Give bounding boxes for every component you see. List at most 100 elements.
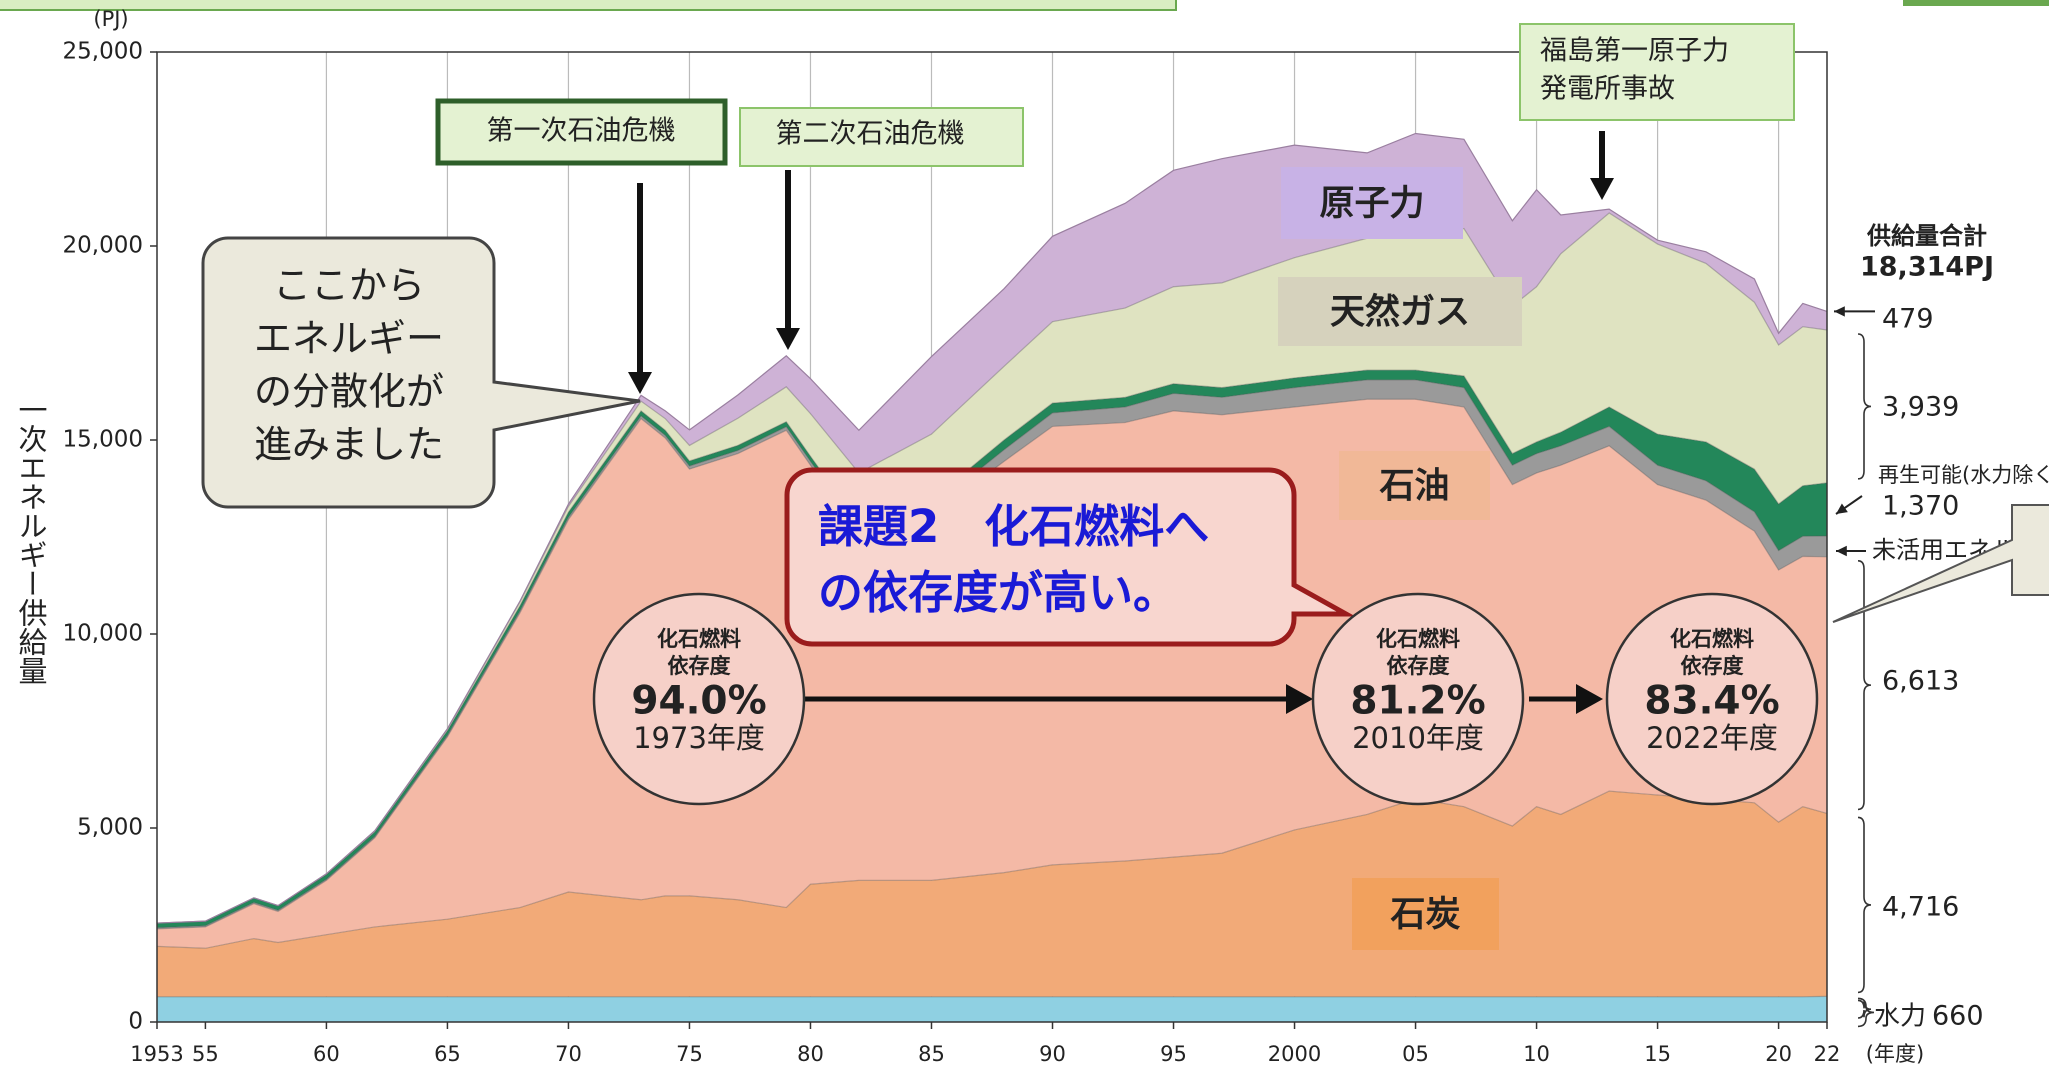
area-line xyxy=(156,379,1828,929)
area-fill xyxy=(157,996,1827,1022)
areas xyxy=(156,132,1828,1022)
right-label: 1,370 xyxy=(1882,491,1959,522)
brace xyxy=(1857,560,1872,811)
right-label: 4,716 xyxy=(1882,892,1959,923)
dependency-year: 2022年度 xyxy=(1646,721,1778,755)
trend-arrowhead xyxy=(1576,684,1603,714)
area-fill xyxy=(157,213,1827,924)
small-brace xyxy=(1857,997,1875,1028)
right-label: 6,613 xyxy=(1882,666,1959,697)
x-tick-label: 55 xyxy=(192,1042,219,1066)
callout-text: エネルギー xyxy=(254,317,444,361)
callout xyxy=(201,236,641,509)
dependency-circle xyxy=(592,592,806,806)
arrowhead xyxy=(1836,503,1848,514)
x-tick-label: 1953 xyxy=(130,1042,183,1066)
dependency-circle xyxy=(1605,592,1819,806)
right-label: 479 xyxy=(1882,304,1934,335)
area-fill xyxy=(157,399,1827,949)
dependency-year: 2010年度 xyxy=(1352,721,1484,755)
arrowhead xyxy=(1834,306,1845,317)
x-tick-label: 75 xyxy=(676,1042,703,1066)
callout-text: 進みました xyxy=(254,423,444,467)
plot-frame xyxy=(156,51,1828,1023)
right-label: 水力 xyxy=(1874,1002,1926,1032)
right-label: 3,939 xyxy=(1882,392,1959,423)
series-label: 石炭 xyxy=(1390,895,1460,935)
x-tick-label: 10 xyxy=(1523,1042,1550,1066)
event-arrowhead xyxy=(1590,178,1614,200)
event-box xyxy=(739,107,1024,167)
callout-text: の分散化が xyxy=(254,370,444,414)
callout-right xyxy=(1832,504,2049,623)
brace xyxy=(1857,999,1872,1019)
y-tick-label: 5,000 xyxy=(77,815,143,841)
series-label-box xyxy=(1281,167,1463,239)
right-label: 18,314PJ xyxy=(1860,252,1994,283)
dependency-caption: 依存度 xyxy=(1387,654,1450,678)
x-tick-label: 2000 xyxy=(1268,1042,1321,1066)
axes: 1953 55 60 65 70 75 80 85 90 95 2000 05 10 15 20 22 0 5,0… xyxy=(14,7,1924,1066)
x-tick-label: 05 xyxy=(1402,1042,1429,1066)
right-label: 供給量合計 xyxy=(1866,222,1987,250)
right-label: 660 xyxy=(1932,1001,1984,1032)
trend-arrowhead xyxy=(1286,684,1313,714)
arrowhead xyxy=(1836,545,1847,557)
event-arrowhead xyxy=(776,328,800,350)
dependency-caption: 化石燃料 xyxy=(657,627,741,651)
callout-text: ここから xyxy=(273,264,425,308)
dependency-value: 83.4% xyxy=(1644,679,1779,724)
callout-issue xyxy=(784,467,1356,647)
x-tick-label: 90 xyxy=(1039,1042,1066,1066)
callout-issue-text: の依存度が高い。 xyxy=(818,566,1178,619)
event-label: 発電所事故 xyxy=(1540,74,1675,105)
dependency-caption: 依存度 xyxy=(1681,654,1744,678)
area-line xyxy=(156,132,1828,924)
event-box xyxy=(1519,23,1795,121)
x-tick-label: 60 xyxy=(313,1042,340,1066)
header-bar xyxy=(0,0,1177,11)
series-label: 天然ガス xyxy=(1330,292,1470,333)
x-tick-label: 15 xyxy=(1644,1042,1671,1066)
brace xyxy=(1857,816,1872,994)
dependency-circle xyxy=(1311,592,1525,806)
dependency-caption: 化石燃料 xyxy=(1376,627,1460,651)
x-tick-label: 80 xyxy=(797,1042,824,1066)
series-label: 原子力 xyxy=(1319,184,1424,224)
y-axis-label: 一次エネルギー供給量 xyxy=(14,395,48,685)
y-tick-label: 0 xyxy=(128,1009,143,1035)
y-tick-label: 15,000 xyxy=(63,427,143,453)
event-label: 第二次石油危機 xyxy=(776,119,965,150)
area-line xyxy=(156,369,1828,924)
dependency-year: 1973年度 xyxy=(633,721,765,755)
x-tick-label: 65 xyxy=(434,1042,461,1066)
x-unit: (年度) xyxy=(1866,1042,1924,1066)
area-line xyxy=(156,790,1828,949)
dependency-value: 81.2% xyxy=(1350,679,1485,724)
dependency-value: 94.0% xyxy=(631,679,766,724)
y-tick-label: 25,000 xyxy=(63,39,143,65)
event-label: 福島第一原子力 xyxy=(1540,36,1729,67)
event-label: 第一次石油危機 xyxy=(487,116,676,147)
x-tick-label: 85 xyxy=(918,1042,945,1066)
x-tick-label: 22 xyxy=(1814,1042,1841,1066)
dependency-caption: 化石燃料 xyxy=(1670,627,1754,651)
series-label-box xyxy=(1339,451,1490,520)
event-arrowhead xyxy=(628,372,652,394)
event-box xyxy=(435,98,728,166)
x-tick-label: 20 xyxy=(1765,1042,1792,1066)
x-tick-label: 95 xyxy=(1160,1042,1187,1066)
series-label-box xyxy=(1352,878,1499,950)
y-unit: (PJ) xyxy=(93,7,128,31)
right-label: 再生可能(水力除く) xyxy=(1878,463,2049,487)
header-tab xyxy=(1903,0,2049,6)
y-tick-label: 10,000 xyxy=(63,621,143,647)
series-label-box xyxy=(1278,277,1522,346)
x-tick-label: 70 xyxy=(555,1042,582,1066)
series-label: 石油 xyxy=(1379,467,1449,507)
y-tick-label: 20,000 xyxy=(63,233,143,259)
dependency-caption: 依存度 xyxy=(668,654,731,678)
brace xyxy=(1857,333,1872,480)
annotations: 供給量合計18,314PJ4793,939再生可能(水力除く)1,370未活用エ… xyxy=(201,23,2049,1032)
